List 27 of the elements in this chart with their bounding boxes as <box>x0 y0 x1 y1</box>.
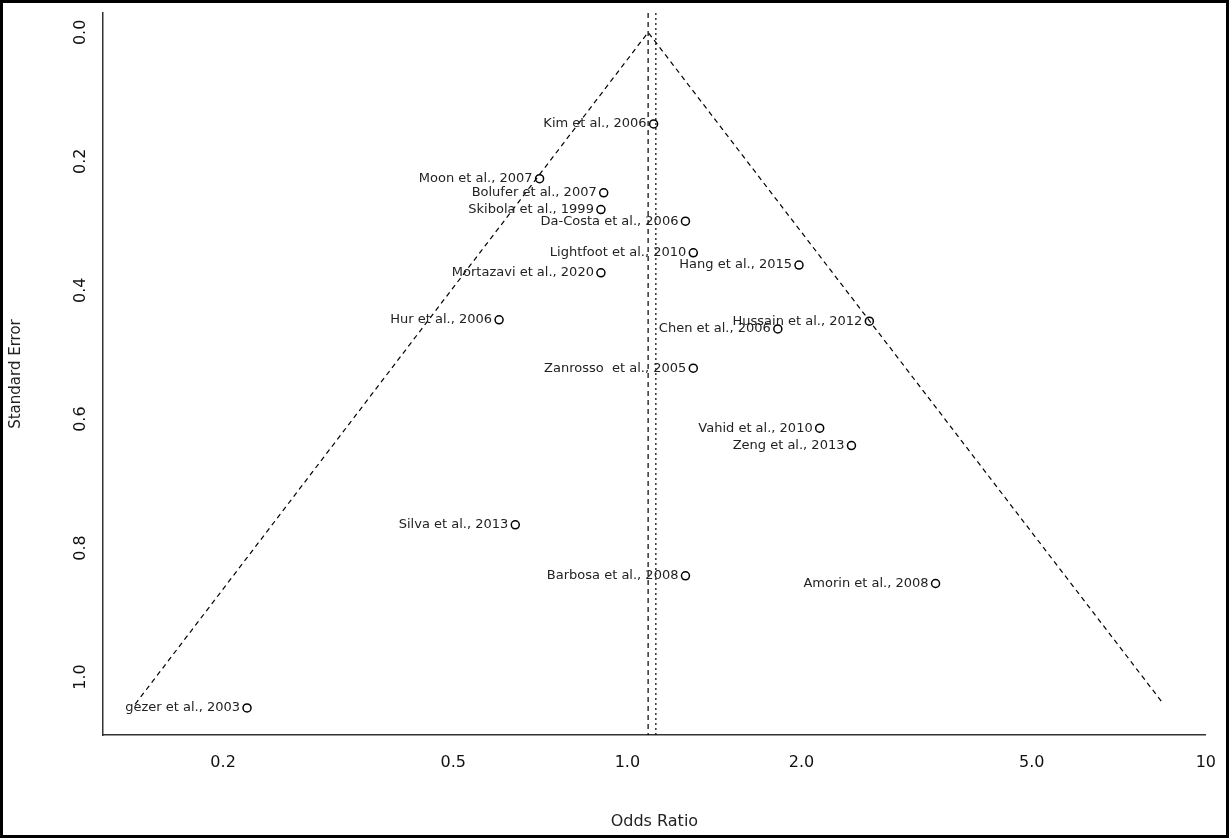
annotation: Zanrosso et al., 2005 <box>544 359 687 375</box>
y-tick-label: 0.4 <box>70 277 90 303</box>
x-tick-label: 10 <box>1195 751 1216 771</box>
annotation: Amorin et al., 2008 <box>803 574 929 590</box>
annotation: gezer et al., 2003 <box>125 699 241 715</box>
y-tick-label: 0.0 <box>70 19 90 46</box>
y-tick-label: 0.8 <box>70 535 90 561</box>
annotation: Kim et al., 2006 <box>543 115 647 131</box>
x-tick-label: 5.0 <box>1018 751 1045 771</box>
annotation: Barbosa et al., 2008 <box>546 567 679 583</box>
y-tick-label: 1.0 <box>70 664 90 690</box>
x-axis-title: Odds Ratio <box>610 810 699 830</box>
y-tick-label: 0.6 <box>70 406 90 432</box>
x-tick-label: 1.0 <box>614 751 641 771</box>
annotation: Skibola et al., 1999 <box>468 200 594 216</box>
annotation: Zeng et al., 2013 <box>732 436 845 452</box>
annotation: Hur et al., 2006 <box>390 311 493 327</box>
x-tick-label: 2.0 <box>788 751 815 771</box>
x-tick-label: 0.2 <box>210 751 236 771</box>
annotation: Silva et al., 2013 <box>398 516 509 532</box>
annotation: Mortazavi et al., 2020 <box>451 264 594 280</box>
y-axis-title: Standard Error <box>5 318 24 429</box>
annotation: Vahid et al., 2010 <box>698 419 813 435</box>
x-tick-label: 0.5 <box>440 751 466 771</box>
annotation: Bolufer et al., 2007 <box>471 184 597 200</box>
y-tick-label: 0.2 <box>70 148 90 174</box>
annotation: Moon et al., 2007 <box>418 170 533 186</box>
